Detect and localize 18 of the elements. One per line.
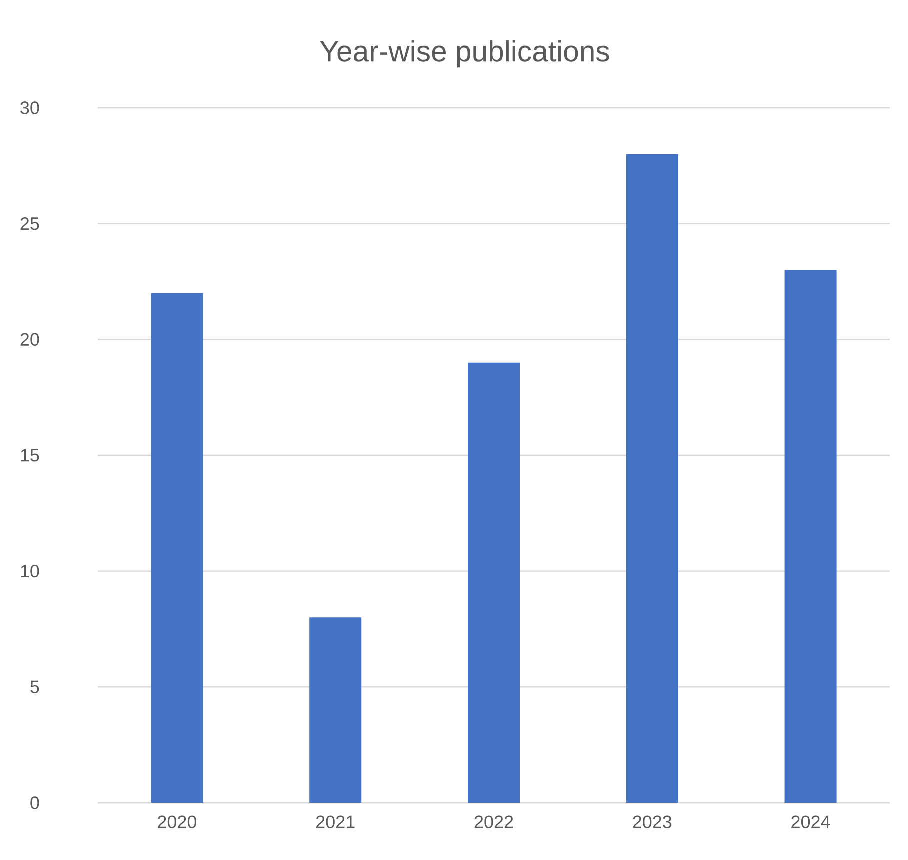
y-tick-label: 20 xyxy=(20,333,40,346)
y-tick-label: 25 xyxy=(20,217,40,230)
bar xyxy=(626,154,678,803)
y-tick-label: 15 xyxy=(21,449,40,462)
x-tick-label: 2020 xyxy=(158,816,197,828)
bar xyxy=(468,362,520,803)
y-tick-label: 10 xyxy=(21,564,40,578)
y-tick-label: 5 xyxy=(30,680,40,694)
bar xyxy=(151,293,204,803)
bar xyxy=(310,618,362,803)
x-tick-label: 2024 xyxy=(792,816,830,828)
x-tick-label: 2023 xyxy=(633,816,672,828)
chart-title: Year-wise publications xyxy=(320,40,610,68)
x-tick-label: 2021 xyxy=(316,816,355,828)
y-tick-label: 0 xyxy=(30,796,40,810)
y-tick-label: 30 xyxy=(20,102,40,114)
x-tick-label: 2022 xyxy=(474,816,514,828)
bar xyxy=(784,270,837,803)
